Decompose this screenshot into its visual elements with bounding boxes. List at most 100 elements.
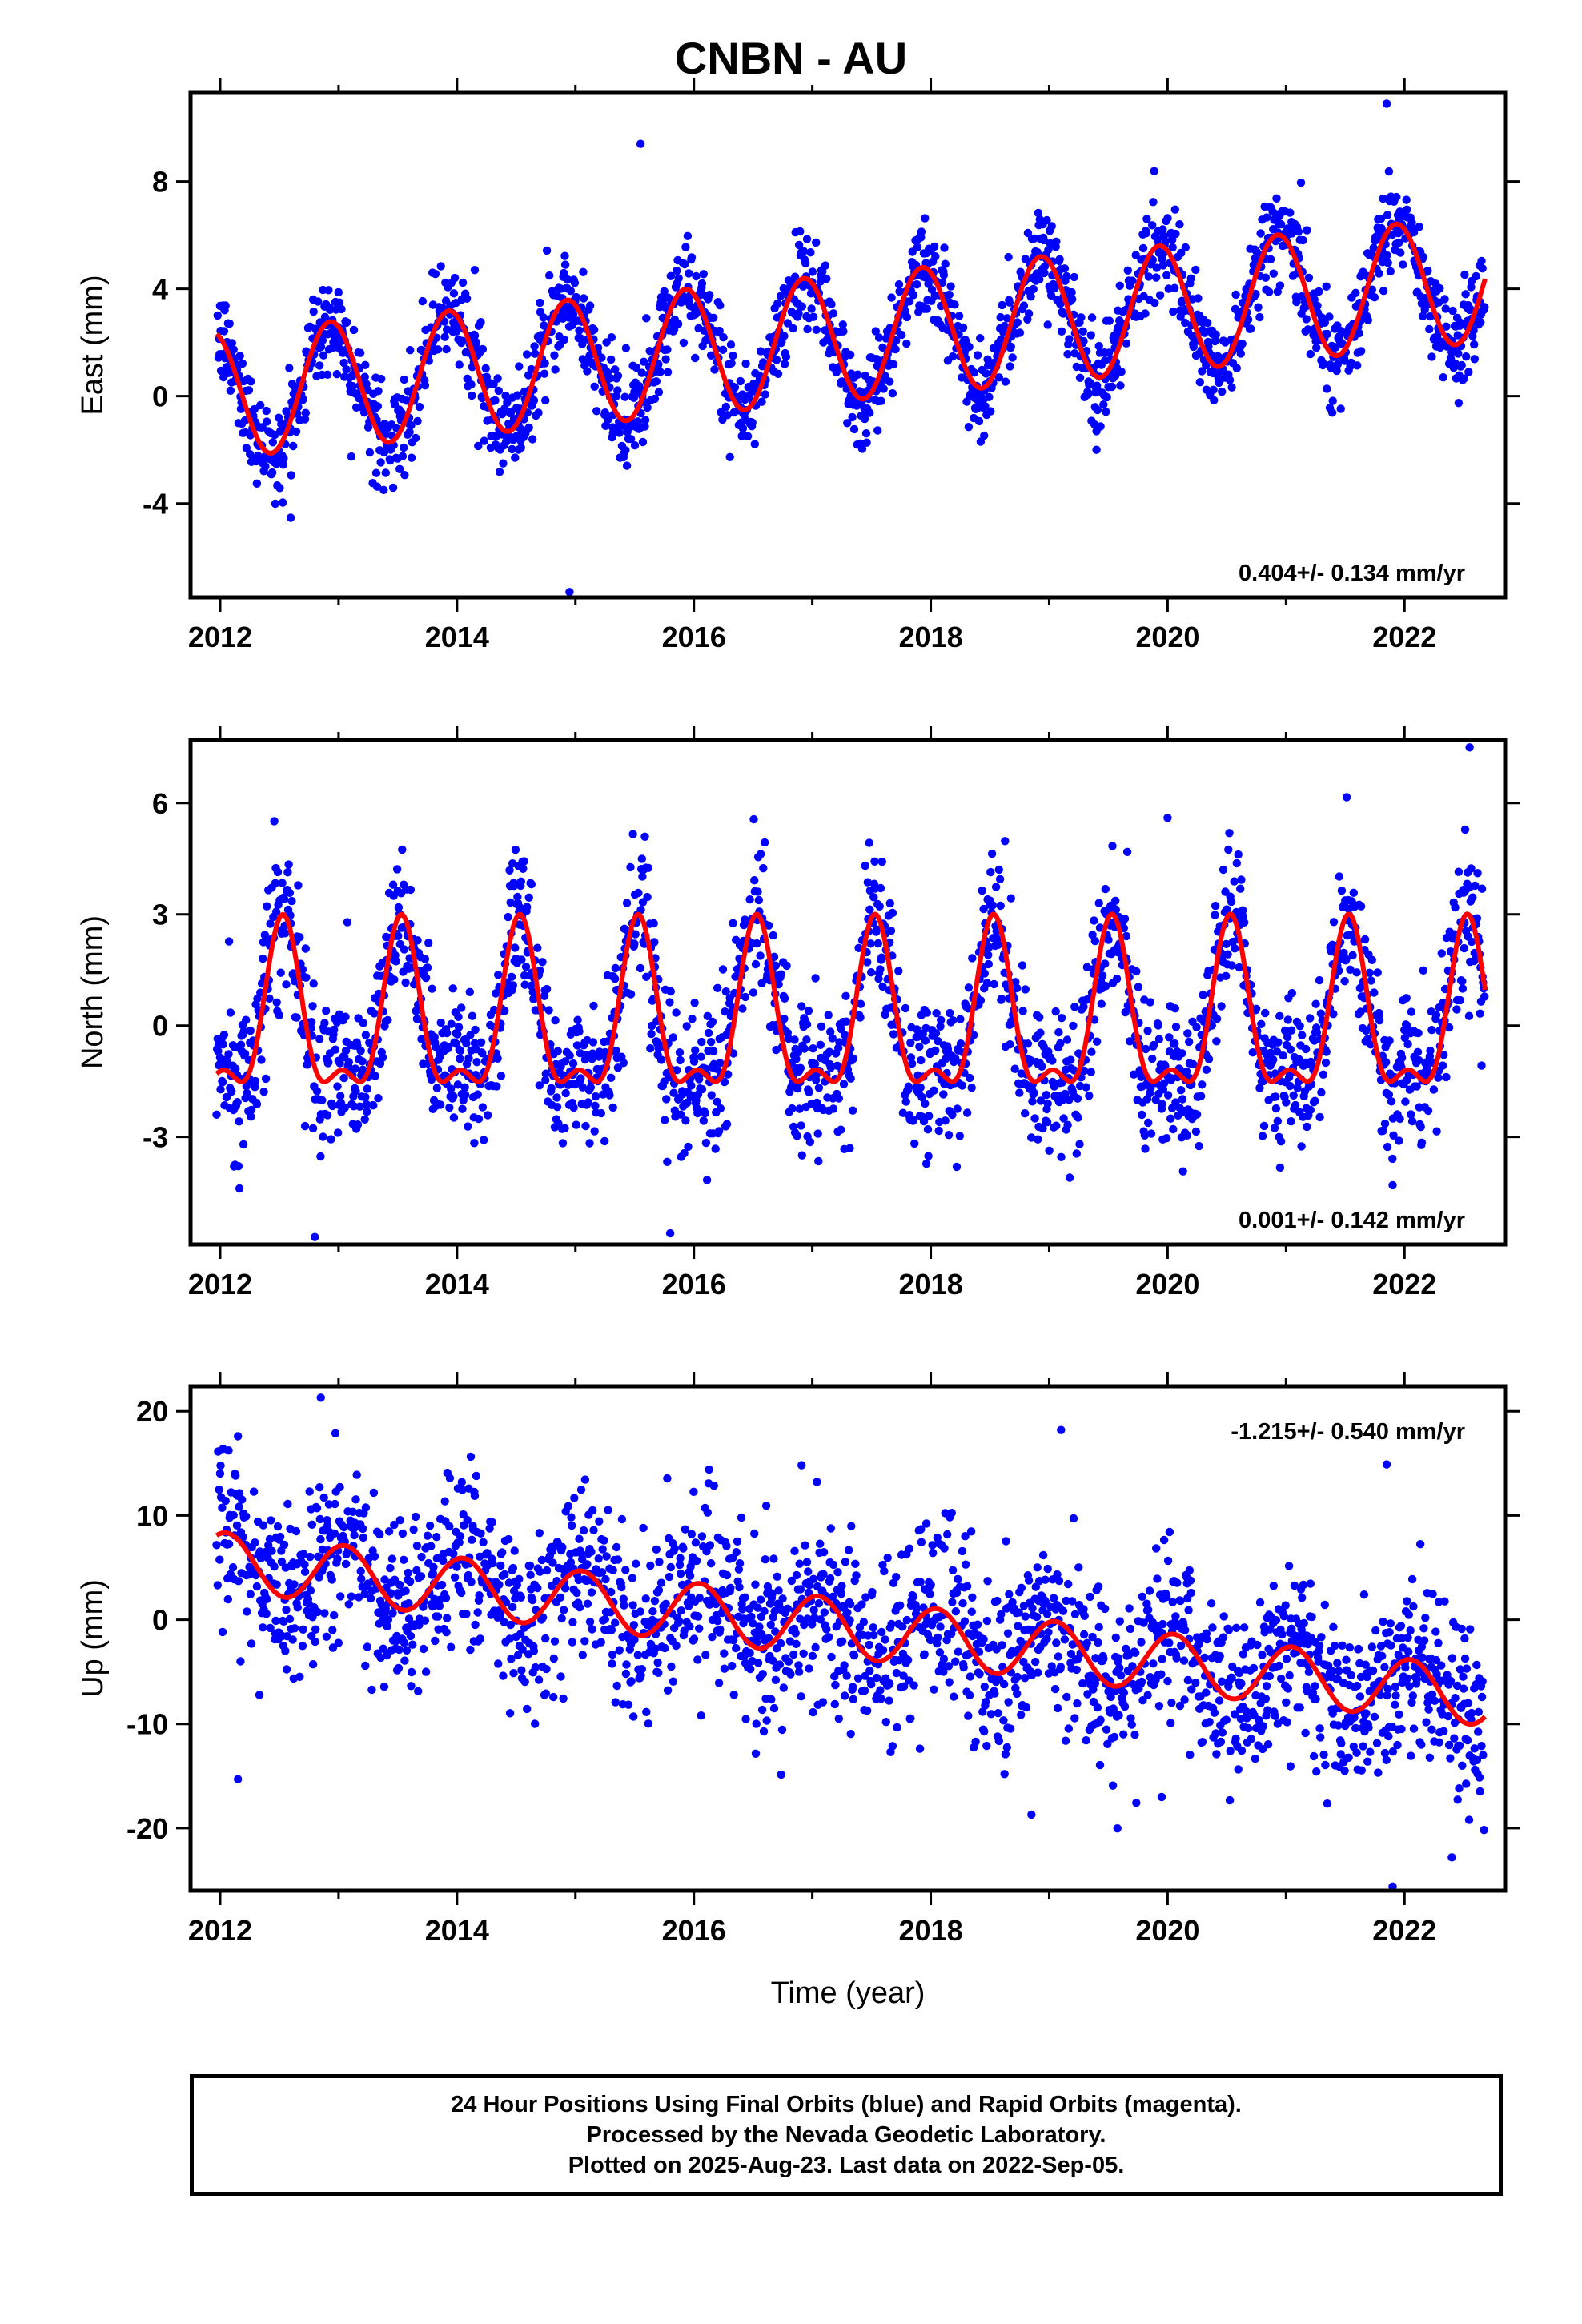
data-point <box>1002 314 1012 323</box>
data-point <box>827 300 836 308</box>
data-point <box>402 1646 412 1655</box>
data-point <box>282 1665 291 1674</box>
data-point <box>601 1574 610 1584</box>
data-point <box>271 907 281 916</box>
data-point <box>339 1073 348 1083</box>
data-point <box>962 1108 972 1117</box>
data-point <box>411 1512 420 1522</box>
data-point <box>1310 295 1319 304</box>
data-point <box>1142 215 1151 223</box>
data-point <box>1387 1097 1396 1106</box>
data-point <box>224 937 234 946</box>
data-point <box>252 1100 262 1109</box>
y-axis-title: North (mm) <box>76 915 110 1069</box>
data-point <box>1407 218 1416 227</box>
data-point <box>710 365 719 374</box>
data-point <box>1163 1091 1173 1100</box>
data-point <box>759 358 768 367</box>
data-point <box>1224 845 1233 854</box>
data-point <box>699 270 708 279</box>
data-point <box>279 460 287 469</box>
data-point <box>270 1562 279 1571</box>
data-point <box>640 422 649 431</box>
data-point <box>337 304 346 314</box>
data-point <box>625 423 634 432</box>
data-point <box>620 392 629 401</box>
data-point <box>626 990 636 999</box>
data-point <box>681 1116 690 1125</box>
data-point <box>407 1682 416 1691</box>
data-point <box>568 310 578 319</box>
data-point <box>652 377 661 386</box>
data-point <box>650 1597 660 1606</box>
data-point <box>363 1642 371 1651</box>
data-point <box>921 214 930 223</box>
data-point <box>805 1088 813 1096</box>
x-tick-label: 2022 <box>1372 1268 1436 1301</box>
data-point <box>613 386 622 395</box>
data-point <box>1019 301 1029 310</box>
data-point <box>322 1632 331 1641</box>
data-point <box>407 1667 416 1677</box>
data-point <box>352 1470 361 1479</box>
data-point <box>1211 911 1219 919</box>
data-point <box>246 1026 255 1035</box>
data-point <box>1150 298 1159 308</box>
data-point <box>1023 1039 1033 1048</box>
data-point <box>826 1063 836 1072</box>
data-point <box>347 1592 356 1601</box>
data-point <box>282 1606 291 1614</box>
data-point <box>218 1078 227 1087</box>
data-point <box>1154 1021 1162 1030</box>
data-point <box>535 1529 544 1538</box>
data-point <box>626 862 635 872</box>
data-point <box>427 1542 436 1550</box>
data-point <box>383 1622 391 1631</box>
data-point <box>247 377 255 386</box>
data-point <box>885 899 895 908</box>
data-point <box>632 1559 640 1568</box>
data-point <box>560 335 568 344</box>
data-point <box>288 1635 297 1644</box>
data-point <box>223 1594 232 1604</box>
data-point <box>221 301 230 310</box>
data-point <box>516 1593 525 1602</box>
data-point <box>443 1028 452 1038</box>
data-point <box>1380 1119 1390 1128</box>
data-point <box>443 1614 452 1622</box>
data-point <box>666 271 675 280</box>
data-point <box>1385 1036 1394 1045</box>
data-point <box>628 1601 637 1610</box>
data-point <box>889 1030 898 1039</box>
data-point <box>1171 229 1180 239</box>
data-point <box>584 1098 592 1107</box>
data-point <box>600 1614 609 1624</box>
data-point <box>1419 966 1428 975</box>
data-point <box>1399 260 1407 269</box>
data-point <box>725 452 734 461</box>
data-point <box>1212 1037 1221 1046</box>
data-point <box>1438 1061 1447 1070</box>
data-point <box>1018 1007 1027 1015</box>
data-point <box>714 1127 724 1136</box>
data-point <box>270 817 279 826</box>
data-point <box>285 364 294 372</box>
data-point <box>1005 298 1014 307</box>
data-point <box>324 1500 334 1509</box>
data-point <box>335 298 344 307</box>
data-point <box>560 1124 569 1133</box>
data-point <box>607 1587 616 1597</box>
data-point <box>697 1084 707 1094</box>
data-point <box>492 1082 501 1091</box>
data-point <box>656 1578 666 1587</box>
data-point <box>1038 1062 1046 1072</box>
data-point <box>1306 1014 1315 1023</box>
data-point <box>246 1590 255 1598</box>
data-point <box>488 1518 496 1527</box>
data-point <box>323 1111 332 1120</box>
data-point <box>523 903 532 911</box>
data-point <box>1419 252 1428 262</box>
y-tick-label: 6 <box>152 787 168 820</box>
data-point <box>1312 1028 1322 1037</box>
data-point <box>1158 1100 1166 1108</box>
